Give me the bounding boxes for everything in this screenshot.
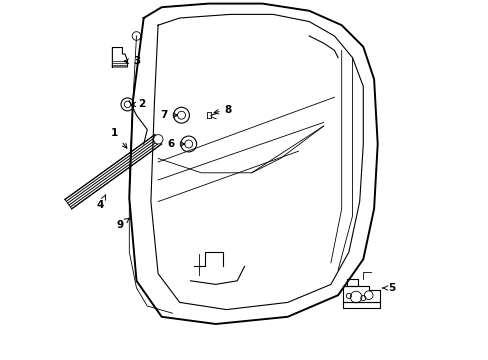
Text: 1: 1	[111, 128, 126, 148]
Text: 6: 6	[167, 139, 184, 149]
Text: 5: 5	[382, 283, 395, 293]
Text: 2: 2	[131, 99, 145, 109]
Text: 8: 8	[214, 105, 231, 115]
Circle shape	[153, 135, 163, 144]
Text: 9: 9	[117, 218, 129, 230]
Text: 3: 3	[124, 56, 140, 66]
Text: 4: 4	[97, 195, 105, 210]
Text: 7: 7	[160, 110, 177, 120]
